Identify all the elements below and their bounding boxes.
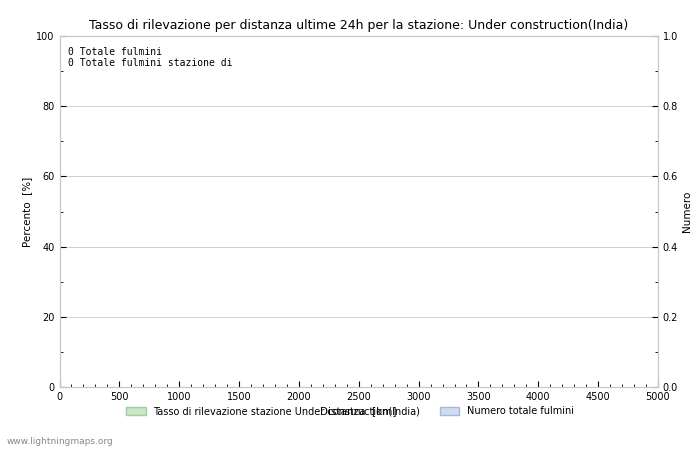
Title: Tasso di rilevazione per distanza ultime 24h per la stazione: Under construction: Tasso di rilevazione per distanza ultime… — [89, 19, 629, 32]
Text: 0 Totale fulmini
0 Totale fulmini stazione di: 0 Totale fulmini 0 Totale fulmini stazio… — [69, 46, 233, 68]
X-axis label: Distanza  [km]: Distanza [km] — [321, 406, 397, 416]
Legend: Tasso di rilevazione stazione Under construction(India), Numero totale fulmini: Tasso di rilevazione stazione Under cons… — [122, 403, 577, 420]
Y-axis label: Percento  [%]: Percento [%] — [22, 176, 32, 247]
Text: www.lightningmaps.org: www.lightningmaps.org — [7, 436, 113, 446]
Y-axis label: Numero: Numero — [682, 191, 692, 232]
